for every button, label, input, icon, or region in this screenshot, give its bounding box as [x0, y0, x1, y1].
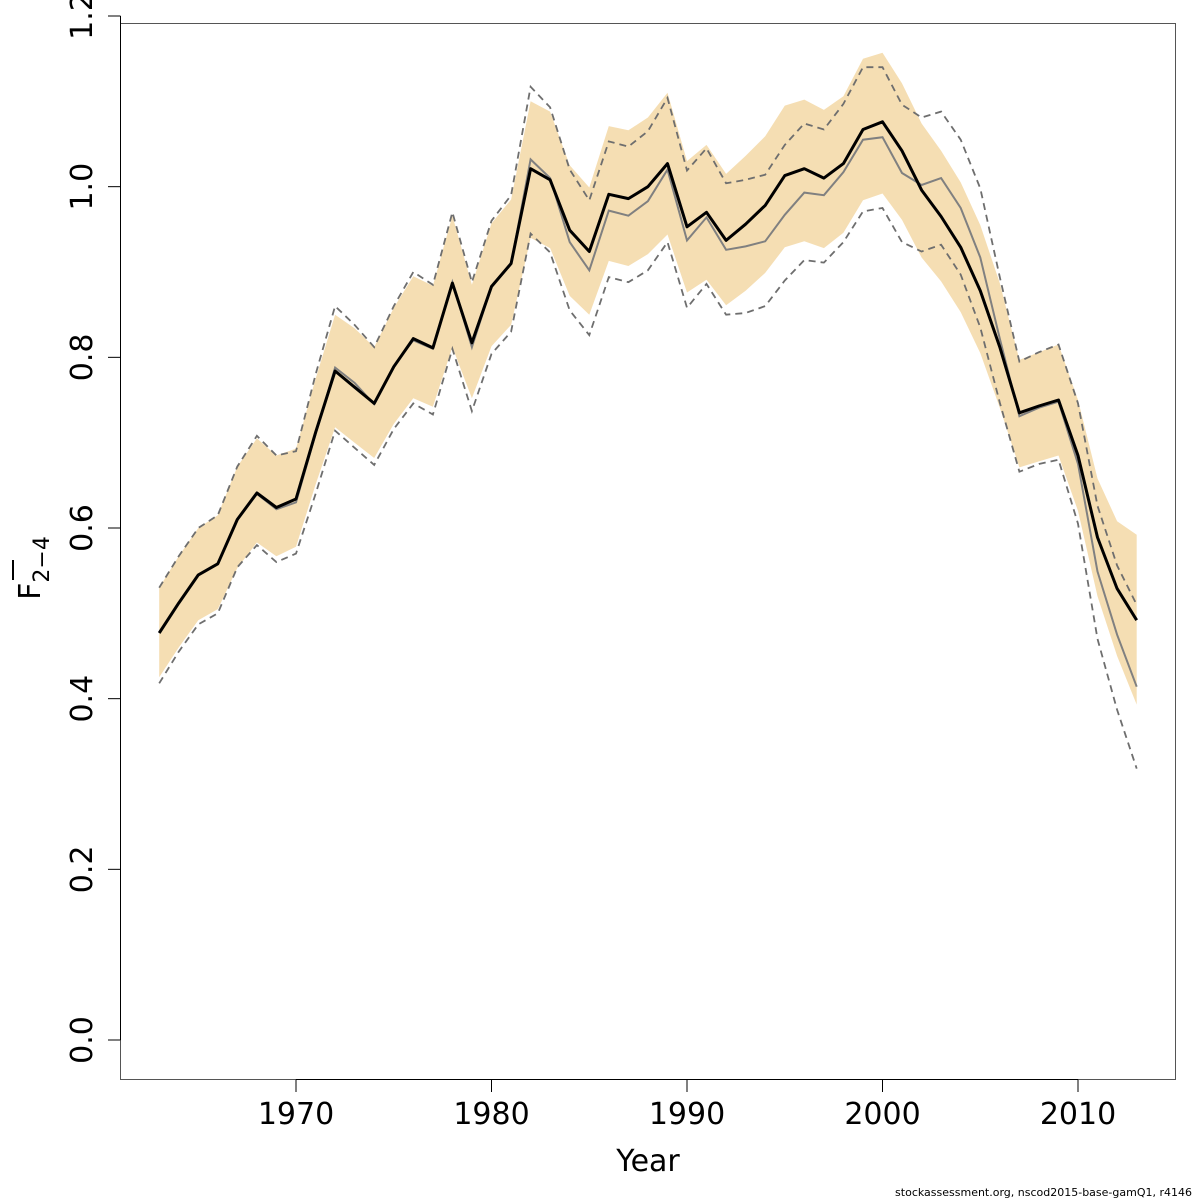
y-tick-label: 0.6 [65, 504, 100, 552]
comparison-upper-dashed-line [158, 66, 1138, 606]
x-axis: 1970 1980 1990 2000 2010 [258, 1079, 1116, 1132]
estimate-line [157, 120, 1138, 634]
y-tick-label: 0.2 [65, 845, 100, 893]
x-tick-label: 1990 [649, 1097, 725, 1132]
x-axis-title: Year [615, 1144, 680, 1179]
y-axis-title-main: F [13, 583, 48, 600]
x-tick-label: 1980 [453, 1097, 529, 1132]
confidence-band [159, 52, 1137, 705]
y-axis-title-subscript: 2−4 [30, 536, 55, 582]
y-tick-label: 0.8 [65, 333, 100, 381]
x-tick-label: 1970 [258, 1097, 334, 1132]
y-axis: 0.0 0.2 0.4 0.6 0.8 1.0 1.2 [65, 0, 121, 1064]
y-axis-title-text: F2−4 [13, 536, 55, 600]
footer-credit: stockassessment.org, nscod2015-base-gamQ… [895, 1186, 1192, 1199]
y-tick-label: 0.0 [65, 1016, 100, 1064]
x-tick-label: 2010 [1040, 1097, 1116, 1132]
x-tick-label: 2000 [844, 1097, 920, 1132]
comparison-lower-dashed-line [158, 207, 1138, 769]
y-axis-title: F2−4 [12, 536, 55, 600]
y-tick-label: 1.2 [65, 0, 100, 40]
plot-area [157, 52, 1138, 769]
y-tick-label: 0.4 [65, 675, 100, 723]
y-tick-label: 1.0 [65, 163, 100, 211]
